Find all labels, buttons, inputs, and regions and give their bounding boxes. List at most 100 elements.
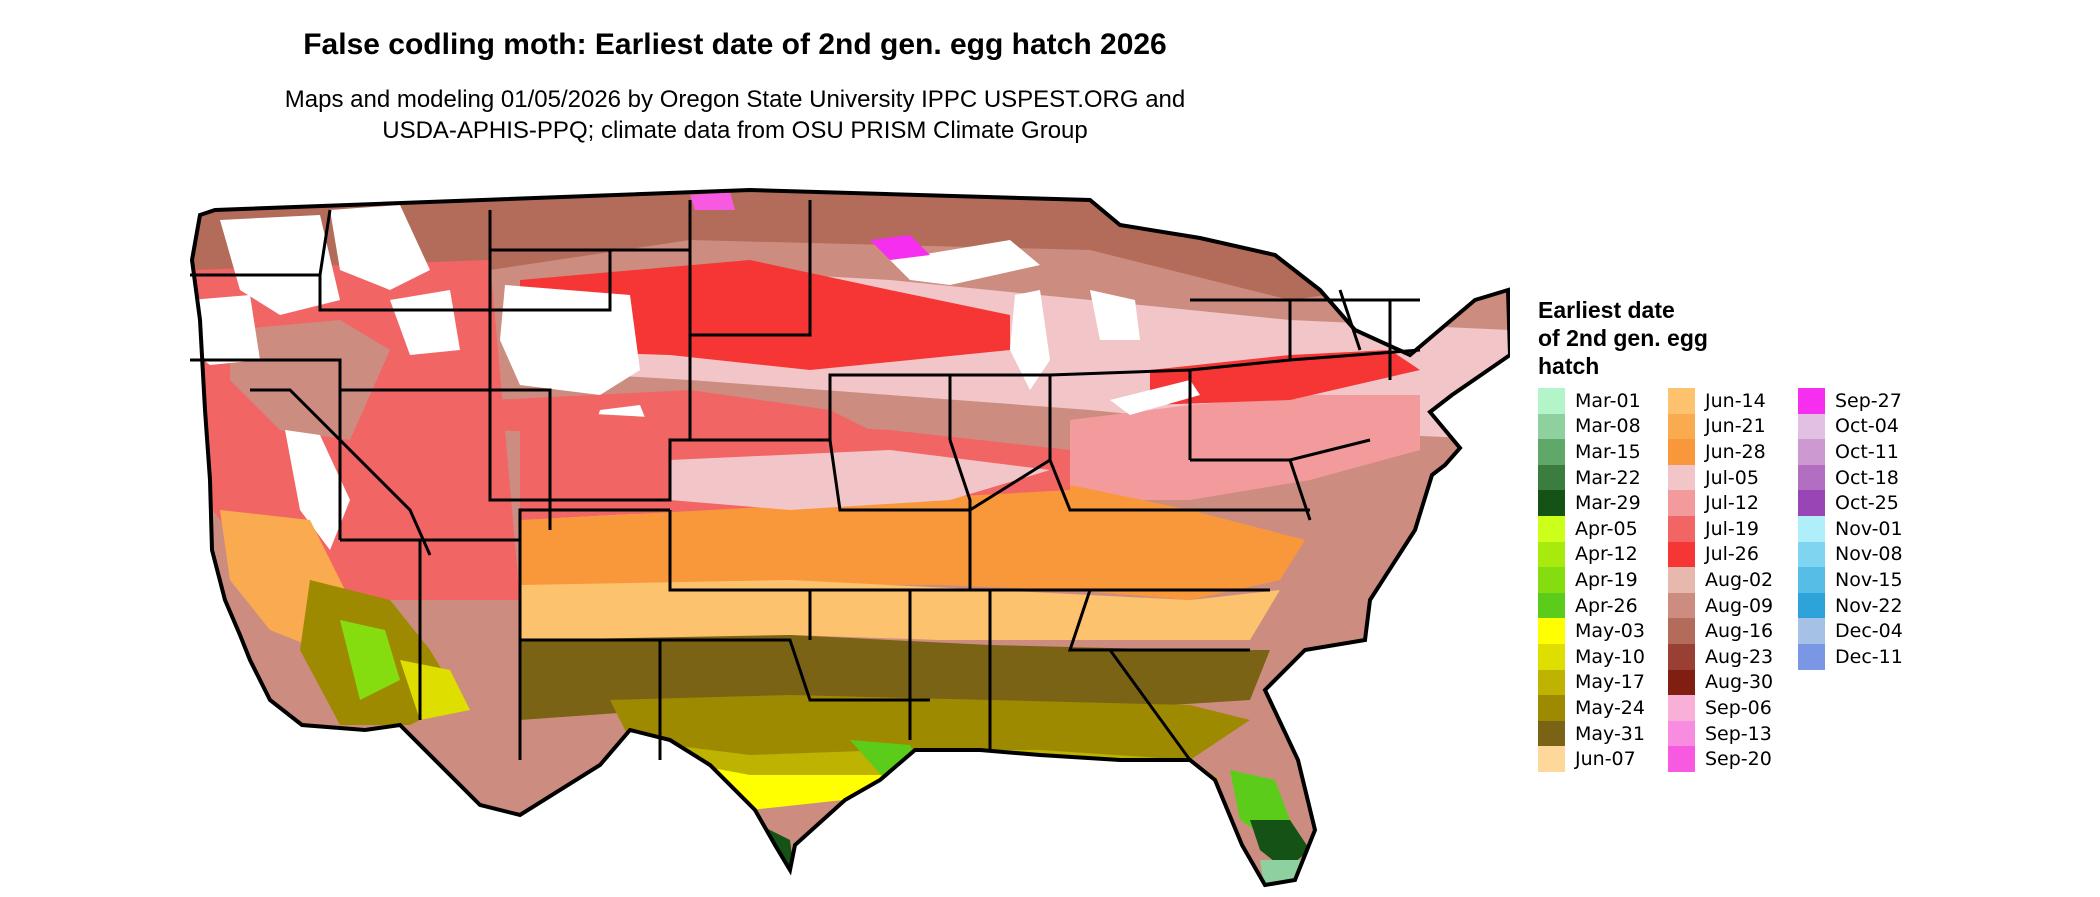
legend-item: May-17 [1538,669,1673,696]
state-boundaries [190,200,1421,761]
legend-item: Jul-19 [1668,515,1803,542]
legend-label: Nov-15 [1835,568,1903,591]
legend-swatch [1538,695,1565,721]
legend-label: Apr-12 [1575,543,1638,566]
zone-no-hatch-3 [390,290,460,355]
legend-item: Aug-30 [1668,669,1803,696]
legend-swatch [1668,695,1695,721]
legend-label: Jul-26 [1705,543,1759,566]
legend-item: Oct-25 [1798,490,1933,516]
legend-swatch [1668,464,1695,491]
legend-swatch [1798,439,1825,465]
legend-swatch [1538,490,1565,516]
legend-swatch [1798,413,1825,440]
zone-jul-12 [1070,395,1420,500]
legend-label: Jun-14 [1705,389,1766,412]
legend-column-3: Sep-27 Oct-04 Oct-11 Oct-18 Oct-25 Nov-01 Nov-… [1798,388,1933,670]
legend-label: Mar-01 [1575,389,1641,412]
legend-swatch [1798,643,1825,670]
legend-swatch [1668,746,1695,772]
legend-label: Mar-08 [1575,415,1641,438]
legend-label: Mar-15 [1575,440,1641,463]
lake-superior [890,240,1040,285]
legend-label: May-24 [1575,696,1645,719]
zone-fl-mar-29 [1250,820,1310,870]
legend-item: Mar-01 [1538,388,1673,414]
legend-swatch [1538,592,1565,619]
legend-swatch [1668,592,1695,619]
legend-item: Jun-21 [1668,413,1803,440]
legend-column-2: Jun-14 Jun-21 Jun-28 Jul-05 Jul-12 Jul-19 Jul-… [1668,388,1803,772]
legend-item: Aug-02 [1668,567,1803,593]
legend-label: Jul-12 [1705,492,1759,515]
legend-label: Oct-04 [1835,415,1899,438]
legend-swatch [1668,490,1695,516]
hatch-date-raster [192,190,1510,885]
legend-swatch [1668,643,1695,670]
legend-label: Oct-25 [1835,492,1899,515]
legend-label: May-31 [1575,722,1645,745]
legend-item: Jul-26 [1668,541,1803,568]
legend-item: Apr-05 [1538,515,1673,542]
legend-label: Mar-22 [1575,466,1641,489]
legend-swatch [1798,464,1825,491]
zone-no-hatch-5 [500,285,640,395]
legend-item: Aug-23 [1668,643,1803,670]
legend-item: Nov-08 [1798,541,1933,568]
legend-swatch [1668,413,1695,440]
zone-no-hatch-2 [330,205,430,290]
zone-no-hatch-4 [192,295,260,365]
legend-swatch [1538,720,1565,747]
zone-no-hatch-1 [220,215,340,315]
legend-item: Apr-26 [1538,592,1673,619]
legend-item: Jun-28 [1668,439,1803,465]
legend-item: Dec-04 [1798,618,1933,644]
legend-label: Nov-01 [1835,517,1903,540]
zone-jul-26 [520,260,1010,370]
legend-item: Oct-11 [1798,439,1933,465]
legend-label: Apr-26 [1575,594,1638,617]
legend-swatch [1798,515,1825,542]
legend-label: Apr-05 [1575,517,1638,540]
zone-sw-may-10 [400,660,470,720]
zone-jul-26-ne [1150,350,1420,405]
legend-swatch [1668,720,1695,747]
legend-item: Mar-29 [1538,490,1673,516]
legend-item: Jul-05 [1668,464,1803,491]
legend-label: May-10 [1575,645,1645,668]
legend-swatch [1538,388,1565,414]
legend-item: May-31 [1538,720,1673,747]
map-title: False codling moth: Earliest date of 2nd… [303,28,1167,61]
legend-item: Dec-11 [1798,643,1933,670]
legend-swatch [1798,618,1825,644]
legend-swatch [1538,643,1565,670]
zone-jun-28 [520,485,1305,600]
zone-sw-apr-19 [340,620,400,700]
legend-swatch [1798,490,1825,516]
legend-item: Jul-12 [1668,490,1803,516]
zone-sep-27-mi [870,235,930,260]
zone-jul-05-b [670,450,1050,510]
legend-swatch [1668,515,1695,542]
legend-item: Oct-04 [1798,413,1933,440]
zone-sep-20-mn [690,192,735,210]
legend-label: Apr-19 [1575,568,1638,591]
legend-label: Jun-28 [1705,440,1766,463]
legend-label: Mar-29 [1575,492,1641,515]
legend-label: Jul-05 [1705,466,1759,489]
legend-label: Aug-30 [1705,671,1774,694]
legend-item: Sep-27 [1798,388,1933,414]
legend-item: Mar-15 [1538,439,1673,465]
legend-label: Sep-13 [1705,722,1772,745]
legend-swatch [1668,439,1695,465]
legend-label: Nov-08 [1835,543,1903,566]
legend: Mar-01 Mar-08 Mar-15 Mar-22 Mar-29 Apr-05 Apr-… [1538,388,2078,778]
legend-swatch [1538,618,1565,644]
legend-swatch [1668,567,1695,593]
map-subtitle: Maps and modeling 01/05/2026 by Oregon S… [284,86,1186,144]
legend-item: Aug-16 [1668,618,1803,644]
legend-item: Sep-06 [1668,695,1803,721]
legend-column-1: Mar-01 Mar-08 Mar-15 Mar-22 Mar-29 Apr-05 Apr-… [1538,388,1673,772]
legend-swatch [1538,464,1565,491]
lake-huron [1090,290,1140,340]
